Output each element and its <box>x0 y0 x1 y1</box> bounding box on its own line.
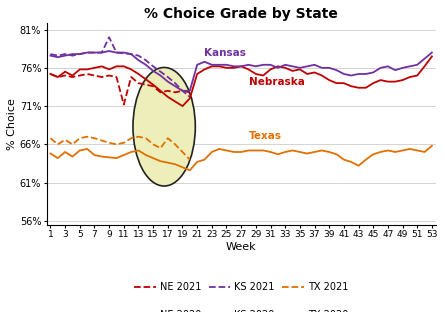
Legend: NE 2020, KS 2020, TX 2020: NE 2020, KS 2020, TX 2020 <box>130 307 352 312</box>
Title: % Choice Grade by State: % Choice Grade by State <box>144 7 338 21</box>
Text: Kansas: Kansas <box>205 48 247 58</box>
Text: Nebraska: Nebraska <box>248 77 304 87</box>
X-axis label: Week: Week <box>226 242 256 252</box>
Ellipse shape <box>133 67 195 186</box>
Text: Texas: Texas <box>248 131 282 141</box>
Y-axis label: % Choice: % Choice <box>7 98 17 150</box>
